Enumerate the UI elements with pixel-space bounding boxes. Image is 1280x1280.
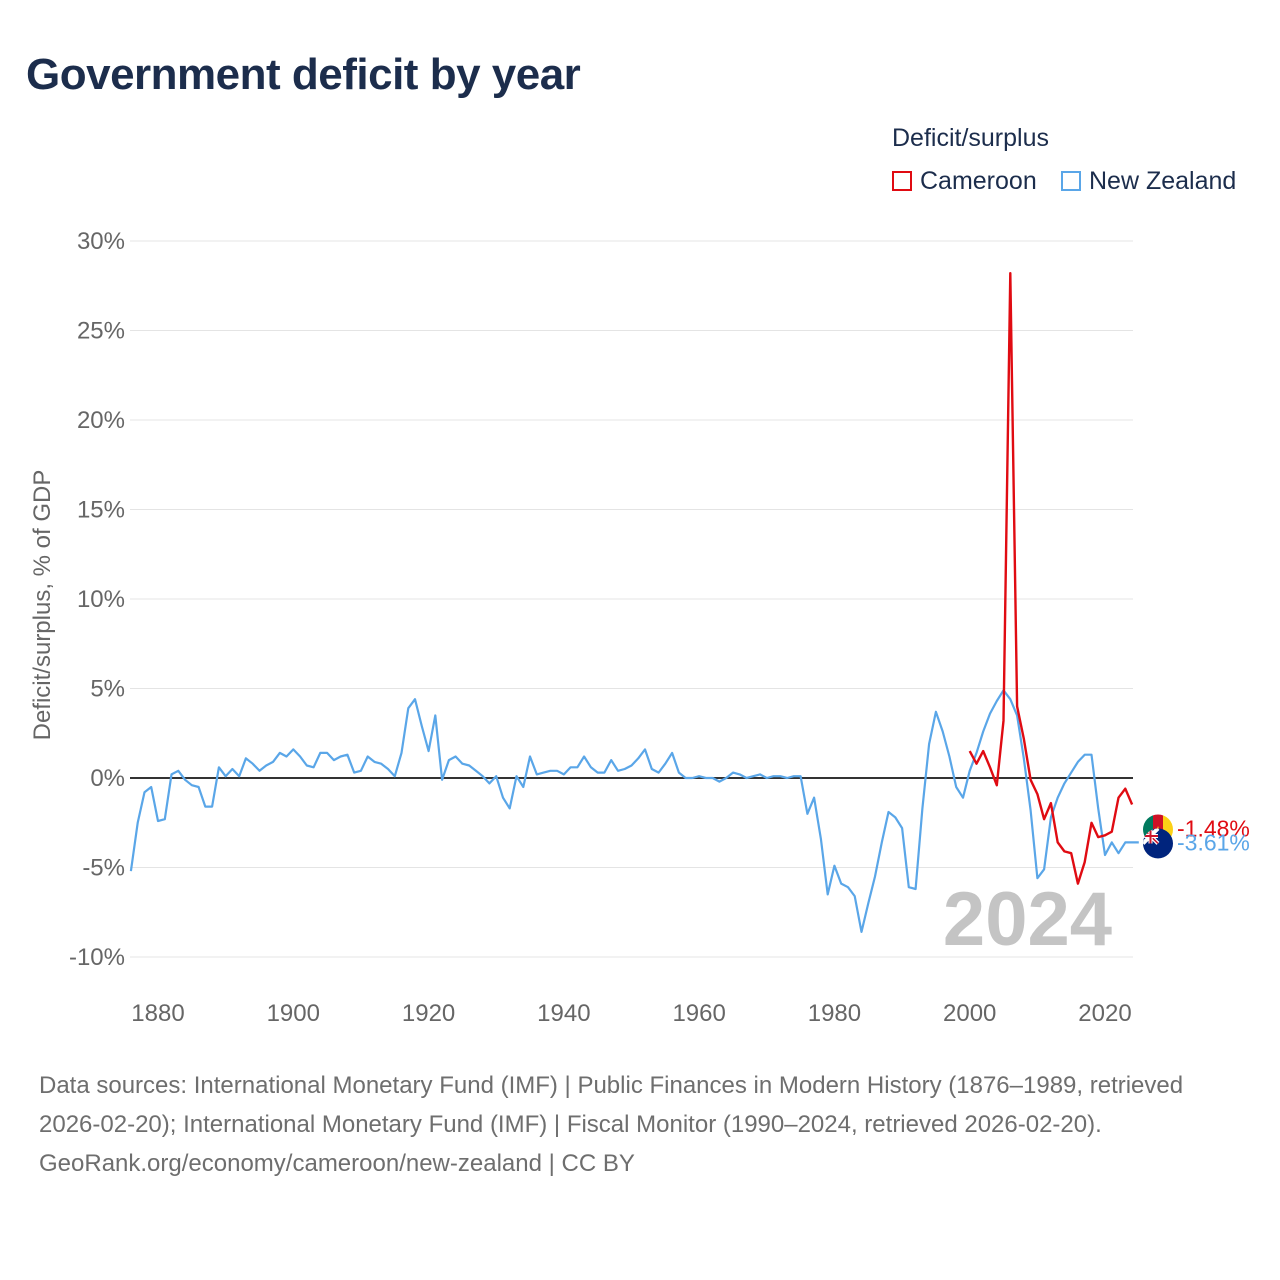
- line-chart: -10%-5%0%5%10%15%20%25%30% 1880 1900 1920 1…: [29, 228, 1250, 1027]
- y-tick-label: 30%: [77, 228, 125, 255]
- legend-label-cameroon: Cameroon: [920, 166, 1037, 195]
- x-axis-ticks: 1880 1900 1920 1940 1960 1980 2000 2020: [131, 1000, 1131, 1027]
- series-lines: [129, 272, 1139, 934]
- year-watermark: 2024: [943, 877, 1112, 962]
- y-tick-label: 0%: [90, 765, 125, 792]
- x-tick-label: 1880: [131, 1000, 184, 1027]
- x-tick-label: 1900: [267, 1000, 320, 1027]
- legend-label-new-zealand: New Zealand: [1089, 166, 1237, 195]
- legend-swatch-cameroon: [892, 171, 912, 191]
- chart-title: Government deficit by year: [26, 50, 581, 99]
- series-line-cameroon[interactable]: [968, 272, 1134, 885]
- legend-item-new-zealand[interactable]: New Zealand: [1061, 166, 1236, 196]
- legend-item-cameroon[interactable]: Cameroon: [892, 166, 1037, 196]
- new-zealand-end-label: -3.61%: [1177, 829, 1250, 855]
- credit-link[interactable]: GeoRank.org/economy/cameroon/new-zealand…: [39, 1150, 635, 1177]
- y-tick-label: 15%: [77, 497, 125, 524]
- x-tick-label: 2020: [1078, 1000, 1131, 1027]
- cameroon-end-label: -1.48%: [1177, 815, 1250, 841]
- footer: Data sources: International Monetary Fun…: [39, 1066, 1239, 1183]
- y-tick-label: 10%: [77, 586, 125, 613]
- series-line-new-zealand[interactable]: [129, 689, 1139, 934]
- y-axis-ticks: -10% -5% 0% 5% 10% 15% 20% 25% 30%: [69, 228, 125, 971]
- x-tick-label: 1980: [808, 1000, 861, 1027]
- y-tick-label: -10%: [69, 944, 125, 971]
- data-sources-note: Data sources: International Monetary Fun…: [39, 1072, 1184, 1138]
- y-tick-label: 25%: [77, 318, 125, 345]
- grid-lines: [130, 240, 1133, 958]
- x-tick-label: 1920: [402, 1000, 455, 1027]
- x-tick-label: 1960: [672, 1000, 725, 1027]
- y-tick-label: 5%: [90, 676, 125, 703]
- x-tick-label: 2000: [943, 1000, 996, 1027]
- y-tick-label: -5%: [82, 855, 125, 882]
- new-zealand-flag-icon: [1143, 828, 1173, 859]
- x-tick-label: 1940: [537, 1000, 590, 1027]
- legend-title: Deficit/surplus: [892, 124, 1049, 152]
- y-axis-label: Deficit/surplus, % of GDP: [29, 470, 56, 741]
- y-tick-label: 20%: [77, 407, 125, 434]
- legend-swatch-new-zealand: [1061, 171, 1081, 191]
